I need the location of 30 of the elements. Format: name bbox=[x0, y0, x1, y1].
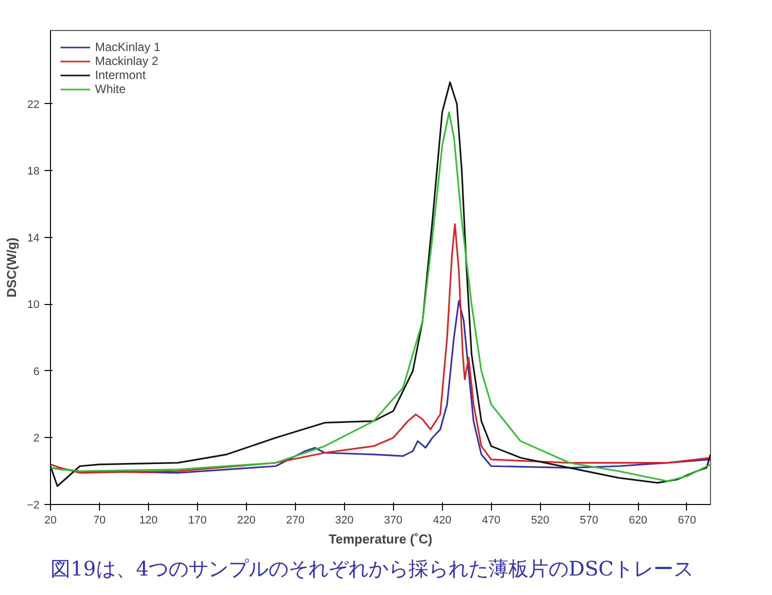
x-tick-label: 20 bbox=[44, 514, 57, 526]
x-axis-title: Temperature (˚C) bbox=[328, 532, 432, 546]
x-tick-label: 570 bbox=[580, 514, 598, 526]
x-tick-label: 370 bbox=[384, 514, 402, 526]
y-tick-label: 14 bbox=[27, 232, 40, 244]
y-tick-label: 18 bbox=[27, 166, 40, 178]
x-tick-label: 320 bbox=[335, 514, 354, 526]
x-tick-label: 170 bbox=[188, 514, 207, 526]
y-tick-label: 22 bbox=[27, 98, 40, 111]
x-tick-label: 70 bbox=[93, 514, 106, 526]
x-tick-label: 670 bbox=[678, 514, 696, 526]
x-tick-label: 270 bbox=[286, 514, 304, 526]
legend-label: Intermont bbox=[95, 68, 146, 82]
line-series bbox=[50, 223, 710, 474]
y-tick-label: 10 bbox=[27, 299, 40, 312]
y-tick-label: 6 bbox=[33, 366, 40, 378]
x-tick-label: 420 bbox=[433, 514, 452, 526]
y-tick-label: 2 bbox=[33, 432, 40, 445]
line-series bbox=[50, 300, 710, 474]
y-axis-title: DSC(W/g) bbox=[4, 238, 19, 298]
x-tick-label: 620 bbox=[628, 514, 648, 526]
y-tick-label: −2 bbox=[26, 500, 40, 512]
caption: 図19は、4つのサンプルのそれぞれから採られた薄板片のDSCトレース bbox=[50, 556, 694, 580]
legend-label: Mackinlay 2 bbox=[95, 54, 158, 68]
x-tick-label: 470 bbox=[482, 514, 500, 526]
legend-label: White bbox=[95, 82, 126, 96]
legend-label: MacKinlay 1 bbox=[95, 40, 160, 54]
x-tick-label: 120 bbox=[139, 514, 158, 526]
x-tick-label: 220 bbox=[237, 514, 256, 526]
x-tick-label: 520 bbox=[530, 514, 550, 526]
